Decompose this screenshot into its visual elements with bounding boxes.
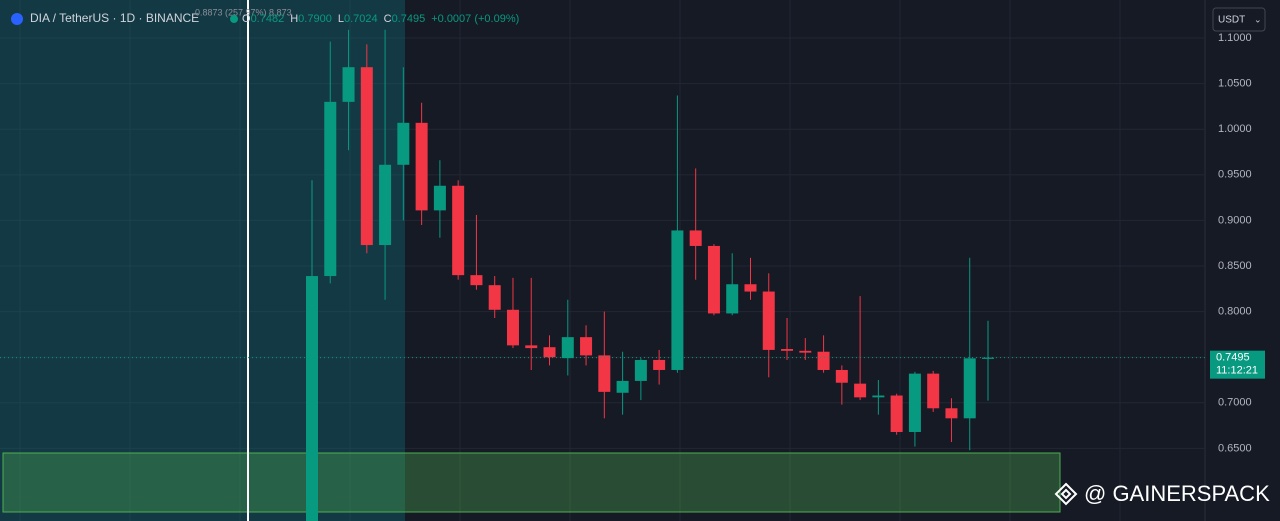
candle-body	[360, 67, 373, 246]
currency-button[interactable]: USDT ⌄	[1212, 7, 1266, 32]
candle-body	[854, 383, 867, 398]
symbol: DIA / TetherUS · 1D · BINANCE	[30, 11, 199, 25]
candle-body	[908, 373, 921, 432]
candle-body	[671, 230, 684, 370]
ohlc: O0.7482 H0.7900 L0.7024 C0.7495 +0.0007 (+0.…	[242, 13, 519, 25]
candle-body	[634, 359, 647, 381]
ohlc-key: H	[290, 13, 298, 25]
candle-body	[598, 355, 611, 392]
candle-body	[799, 350, 812, 353]
candle-body	[543, 347, 556, 358]
candle-body	[817, 351, 830, 370]
support-zone	[2, 452, 1061, 513]
candle-body	[306, 276, 318, 521]
ohlc-key: O	[242, 13, 251, 25]
watermark-text: @ GAINERSPACK	[1084, 481, 1270, 506]
candle-body	[963, 358, 976, 419]
candle-body	[379, 164, 392, 246]
candle-body	[945, 408, 958, 419]
ohlc-key: L	[338, 13, 344, 25]
y-tick-label: 0.8500	[1218, 260, 1252, 272]
candle-body	[580, 337, 593, 356]
ohlc-value: 0.7900	[298, 13, 332, 25]
candle-body	[324, 101, 337, 277]
y-axis: 0.65000.70000.75000.80000.85000.90000.95…	[1218, 32, 1252, 454]
candle-body	[506, 309, 519, 346]
candle-body	[835, 369, 848, 383]
countdown: 11:12:21	[1216, 365, 1258, 377]
watermark-icon	[1054, 482, 1078, 506]
candle-body	[744, 284, 757, 292]
ohlc-value: 0.7482	[251, 13, 285, 25]
candle-body	[616, 380, 629, 393]
candle-body	[927, 373, 940, 409]
candle-body	[561, 337, 574, 359]
candle-body	[342, 67, 355, 102]
candle-body	[781, 349, 794, 351]
legend-header: DIA / TetherUS · 1D · BINANCE 0.8873 (25…	[11, 7, 519, 25]
ohlc-value: 0.7024	[344, 13, 378, 25]
y-tick-label: 0.9500	[1218, 169, 1252, 181]
currency[interactable]: USDT	[1218, 15, 1245, 26]
candle-body	[415, 122, 428, 211]
change: +0.0007 (+0.09%)	[431, 13, 519, 25]
last-price-tag: 0.7495 11:12:21	[1210, 350, 1265, 379]
candle-body	[707, 245, 720, 314]
y-tick-label: 0.8000	[1218, 306, 1252, 318]
highlight-zone	[0, 0, 405, 521]
candle-body	[890, 395, 903, 432]
last-price: 0.7495	[1216, 352, 1250, 364]
candle-body	[470, 275, 483, 286]
measure-label: 0.8873 (257.97%) 8,873	[195, 7, 292, 17]
candles	[0, 29, 1205, 521]
candle-body	[397, 122, 410, 165]
y-tick-label: 0.6500	[1218, 442, 1252, 454]
candle-body	[433, 185, 446, 211]
candle-body	[488, 285, 501, 310]
symbol-icon	[11, 13, 23, 25]
candle-body	[452, 185, 465, 276]
price-tag-box	[1210, 350, 1265, 379]
y-tick-label: 1.1000	[1218, 32, 1252, 44]
status-dot	[230, 15, 238, 23]
ohlc-value: 0.7495	[392, 13, 426, 25]
candle-body	[525, 345, 538, 349]
candle-body	[872, 395, 885, 398]
chevron[interactable]: ⌄	[1254, 14, 1262, 24]
y-tick-label: 1.0500	[1218, 78, 1252, 90]
candle-body	[726, 284, 739, 314]
candle-body	[653, 359, 666, 370]
ohlc-key: C	[384, 13, 392, 25]
currency-box[interactable]	[1212, 7, 1266, 32]
watermark: @ GAINERSPACK	[1054, 481, 1270, 506]
vertical-grid	[19, 0, 1121, 521]
y-tick-label: 1.0000	[1218, 123, 1252, 135]
y-tick-label: 0.9000	[1218, 214, 1252, 226]
candle-body	[762, 291, 775, 350]
candle-body	[689, 230, 702, 246]
y-tick-label: 0.7000	[1218, 397, 1252, 409]
candle-body	[982, 357, 994, 359]
